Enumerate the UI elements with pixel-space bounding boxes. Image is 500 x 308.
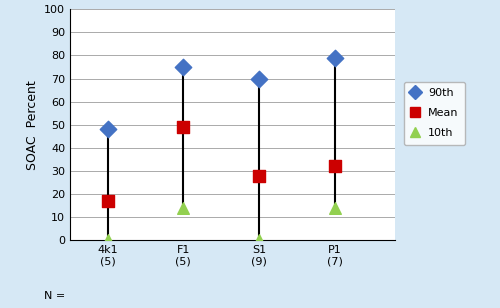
Text: N =: N = <box>44 291 65 301</box>
Point <box>104 127 112 132</box>
Point <box>104 198 112 203</box>
Point <box>330 164 338 169</box>
Point <box>180 124 188 129</box>
Point <box>255 238 263 243</box>
Y-axis label: SOAC  Percent: SOAC Percent <box>26 80 38 170</box>
Point <box>330 205 338 210</box>
Point <box>180 65 188 70</box>
Point <box>255 76 263 81</box>
Point <box>180 205 188 210</box>
Legend: 90th, Mean, 10th: 90th, Mean, 10th <box>404 82 466 145</box>
Point <box>104 238 112 243</box>
Point <box>255 173 263 178</box>
Point <box>330 55 338 60</box>
